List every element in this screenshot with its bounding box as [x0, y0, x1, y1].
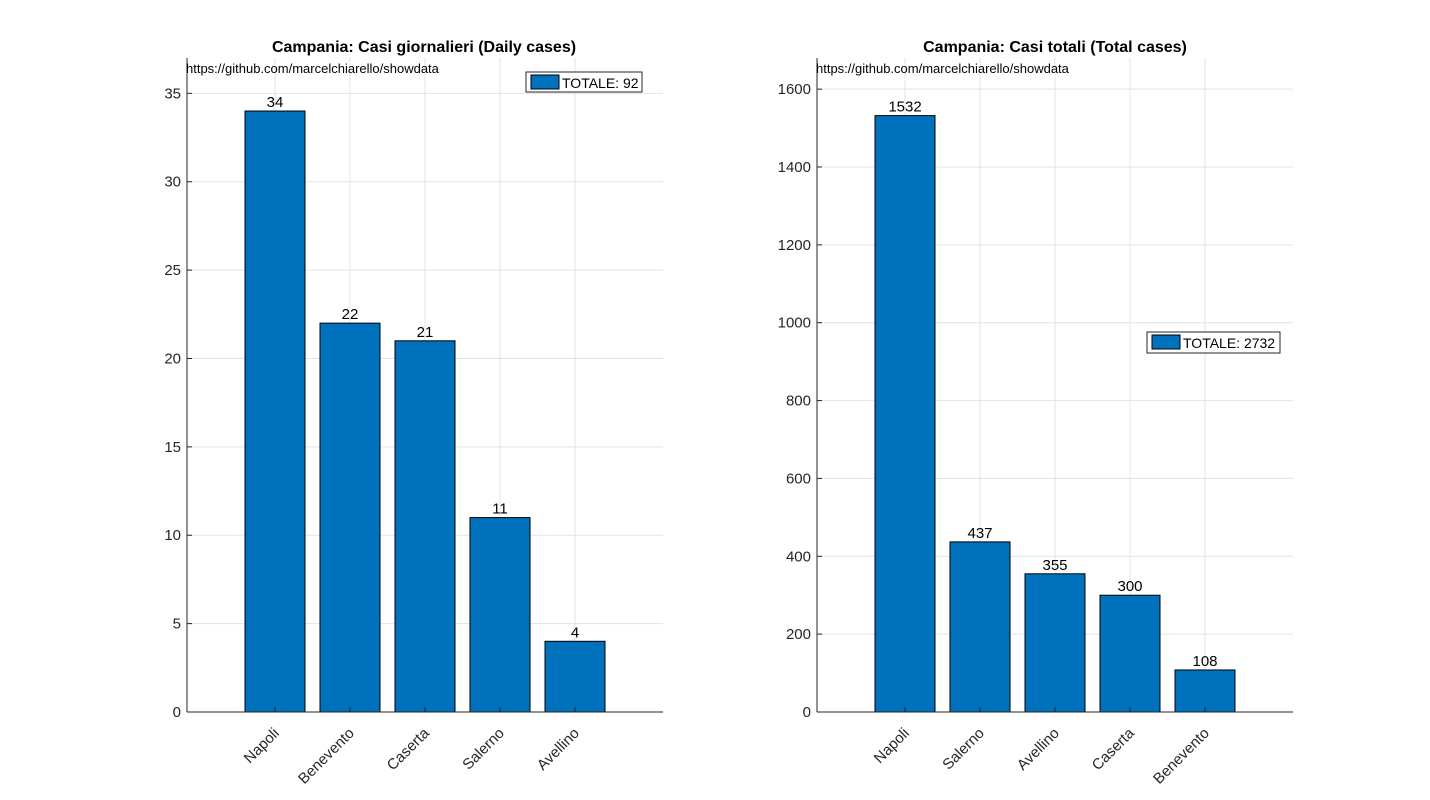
bars: [244, 110, 606, 713]
bar-caserta: [1099, 594, 1161, 713]
data-label: 11: [492, 501, 508, 518]
y-tick-label: 5: [173, 616, 181, 633]
x-tick-label: Napoli: [871, 725, 913, 767]
y-tick-label: 0: [803, 704, 811, 721]
legend-swatch: [530, 74, 560, 90]
legend-label: TOTALE: 2732: [1183, 335, 1275, 351]
legend: TOTALE: 2732: [1146, 331, 1281, 354]
y-tick-label: 20: [164, 350, 181, 367]
data-label: 1532: [888, 99, 921, 116]
data-labels: 34 22 21 11 4: [267, 94, 580, 641]
y-tick-label: 1000: [778, 315, 811, 332]
source-annotation: https://github.com/marcelchiarello/showd…: [186, 61, 440, 76]
x-axis-ticks: Napoli Benevento Caserta Salerno Avellino: [241, 707, 583, 788]
x-tick-label: Salerno: [939, 725, 988, 774]
x-tick-label: Napoli: [241, 725, 283, 767]
bar-salerno: [469, 517, 531, 713]
source-annotation: https://github.com/marcelchiarello/showd…: [816, 61, 1070, 76]
data-label: 355: [1042, 557, 1067, 574]
data-label: 21: [417, 324, 434, 341]
x-tick-label: Salerno: [459, 725, 508, 774]
data-labels: 1532 437 355 300 108: [888, 99, 1217, 670]
data-label: 34: [267, 94, 284, 111]
x-tick-label: Avellino: [1014, 725, 1063, 774]
y-axis-ticks: 0 5 10 15 20 25 30 35: [164, 85, 192, 721]
bar-salerno: [949, 541, 1011, 713]
data-label: 437: [967, 525, 992, 542]
legend-label: TOTALE: 92: [562, 75, 639, 91]
bar-avellino: [544, 640, 606, 713]
y-tick-label: 10: [164, 527, 181, 544]
x-axis-ticks: Napoli Salerno Avellino Caserta Benevento: [871, 707, 1213, 788]
total-cases-chart: Campania: Casi totali (Total cases) 1532…: [778, 39, 1293, 788]
bar-caserta: [394, 340, 456, 713]
bar-avellino: [1024, 573, 1086, 713]
y-tick-label: 600: [786, 470, 811, 487]
y-tick-label: 1200: [778, 237, 811, 254]
x-tick-label: Avellino: [534, 725, 583, 774]
bar-napoli: [244, 110, 306, 713]
bar-benevento: [1174, 669, 1236, 713]
y-tick-label: 25: [164, 262, 181, 279]
data-label: 108: [1192, 653, 1217, 670]
chart-title: Campania: Casi totali (Total cases): [923, 39, 1187, 56]
x-tick-label: Benevento: [295, 725, 358, 788]
y-tick-label: 0: [173, 704, 181, 721]
axes: [816, 58, 1293, 713]
y-tick-label: 200: [786, 626, 811, 643]
x-tick-label: Caserta: [1089, 724, 1139, 774]
bar-napoli: [874, 115, 936, 713]
y-tick-label: 30: [164, 174, 181, 191]
y-tick-label: 1600: [778, 81, 811, 98]
y-tick-label: 800: [786, 393, 811, 410]
y-tick-label: 400: [786, 548, 811, 565]
daily-cases-chart: Campania: Casi giornalieri (Daily cases)…: [164, 39, 663, 788]
x-tick-label: Benevento: [1150, 725, 1213, 788]
data-label: 22: [342, 306, 359, 323]
legend-swatch: [1151, 334, 1181, 350]
y-tick-label: 35: [164, 85, 181, 102]
data-label: 4: [571, 624, 579, 641]
bar-benevento: [319, 322, 381, 713]
bars: [874, 115, 1236, 713]
y-tick-label: 1400: [778, 159, 811, 176]
x-tick-label: Caserta: [384, 724, 434, 774]
y-axis-ticks: 0 200 400 600 800 1000 1200 1400 1600: [778, 81, 822, 721]
legend: TOTALE: 92: [525, 71, 643, 93]
data-label: 300: [1117, 578, 1142, 595]
chart-title: Campania: Casi giornalieri (Daily cases): [272, 39, 576, 56]
axes: [186, 58, 663, 713]
y-tick-label: 15: [164, 439, 181, 456]
